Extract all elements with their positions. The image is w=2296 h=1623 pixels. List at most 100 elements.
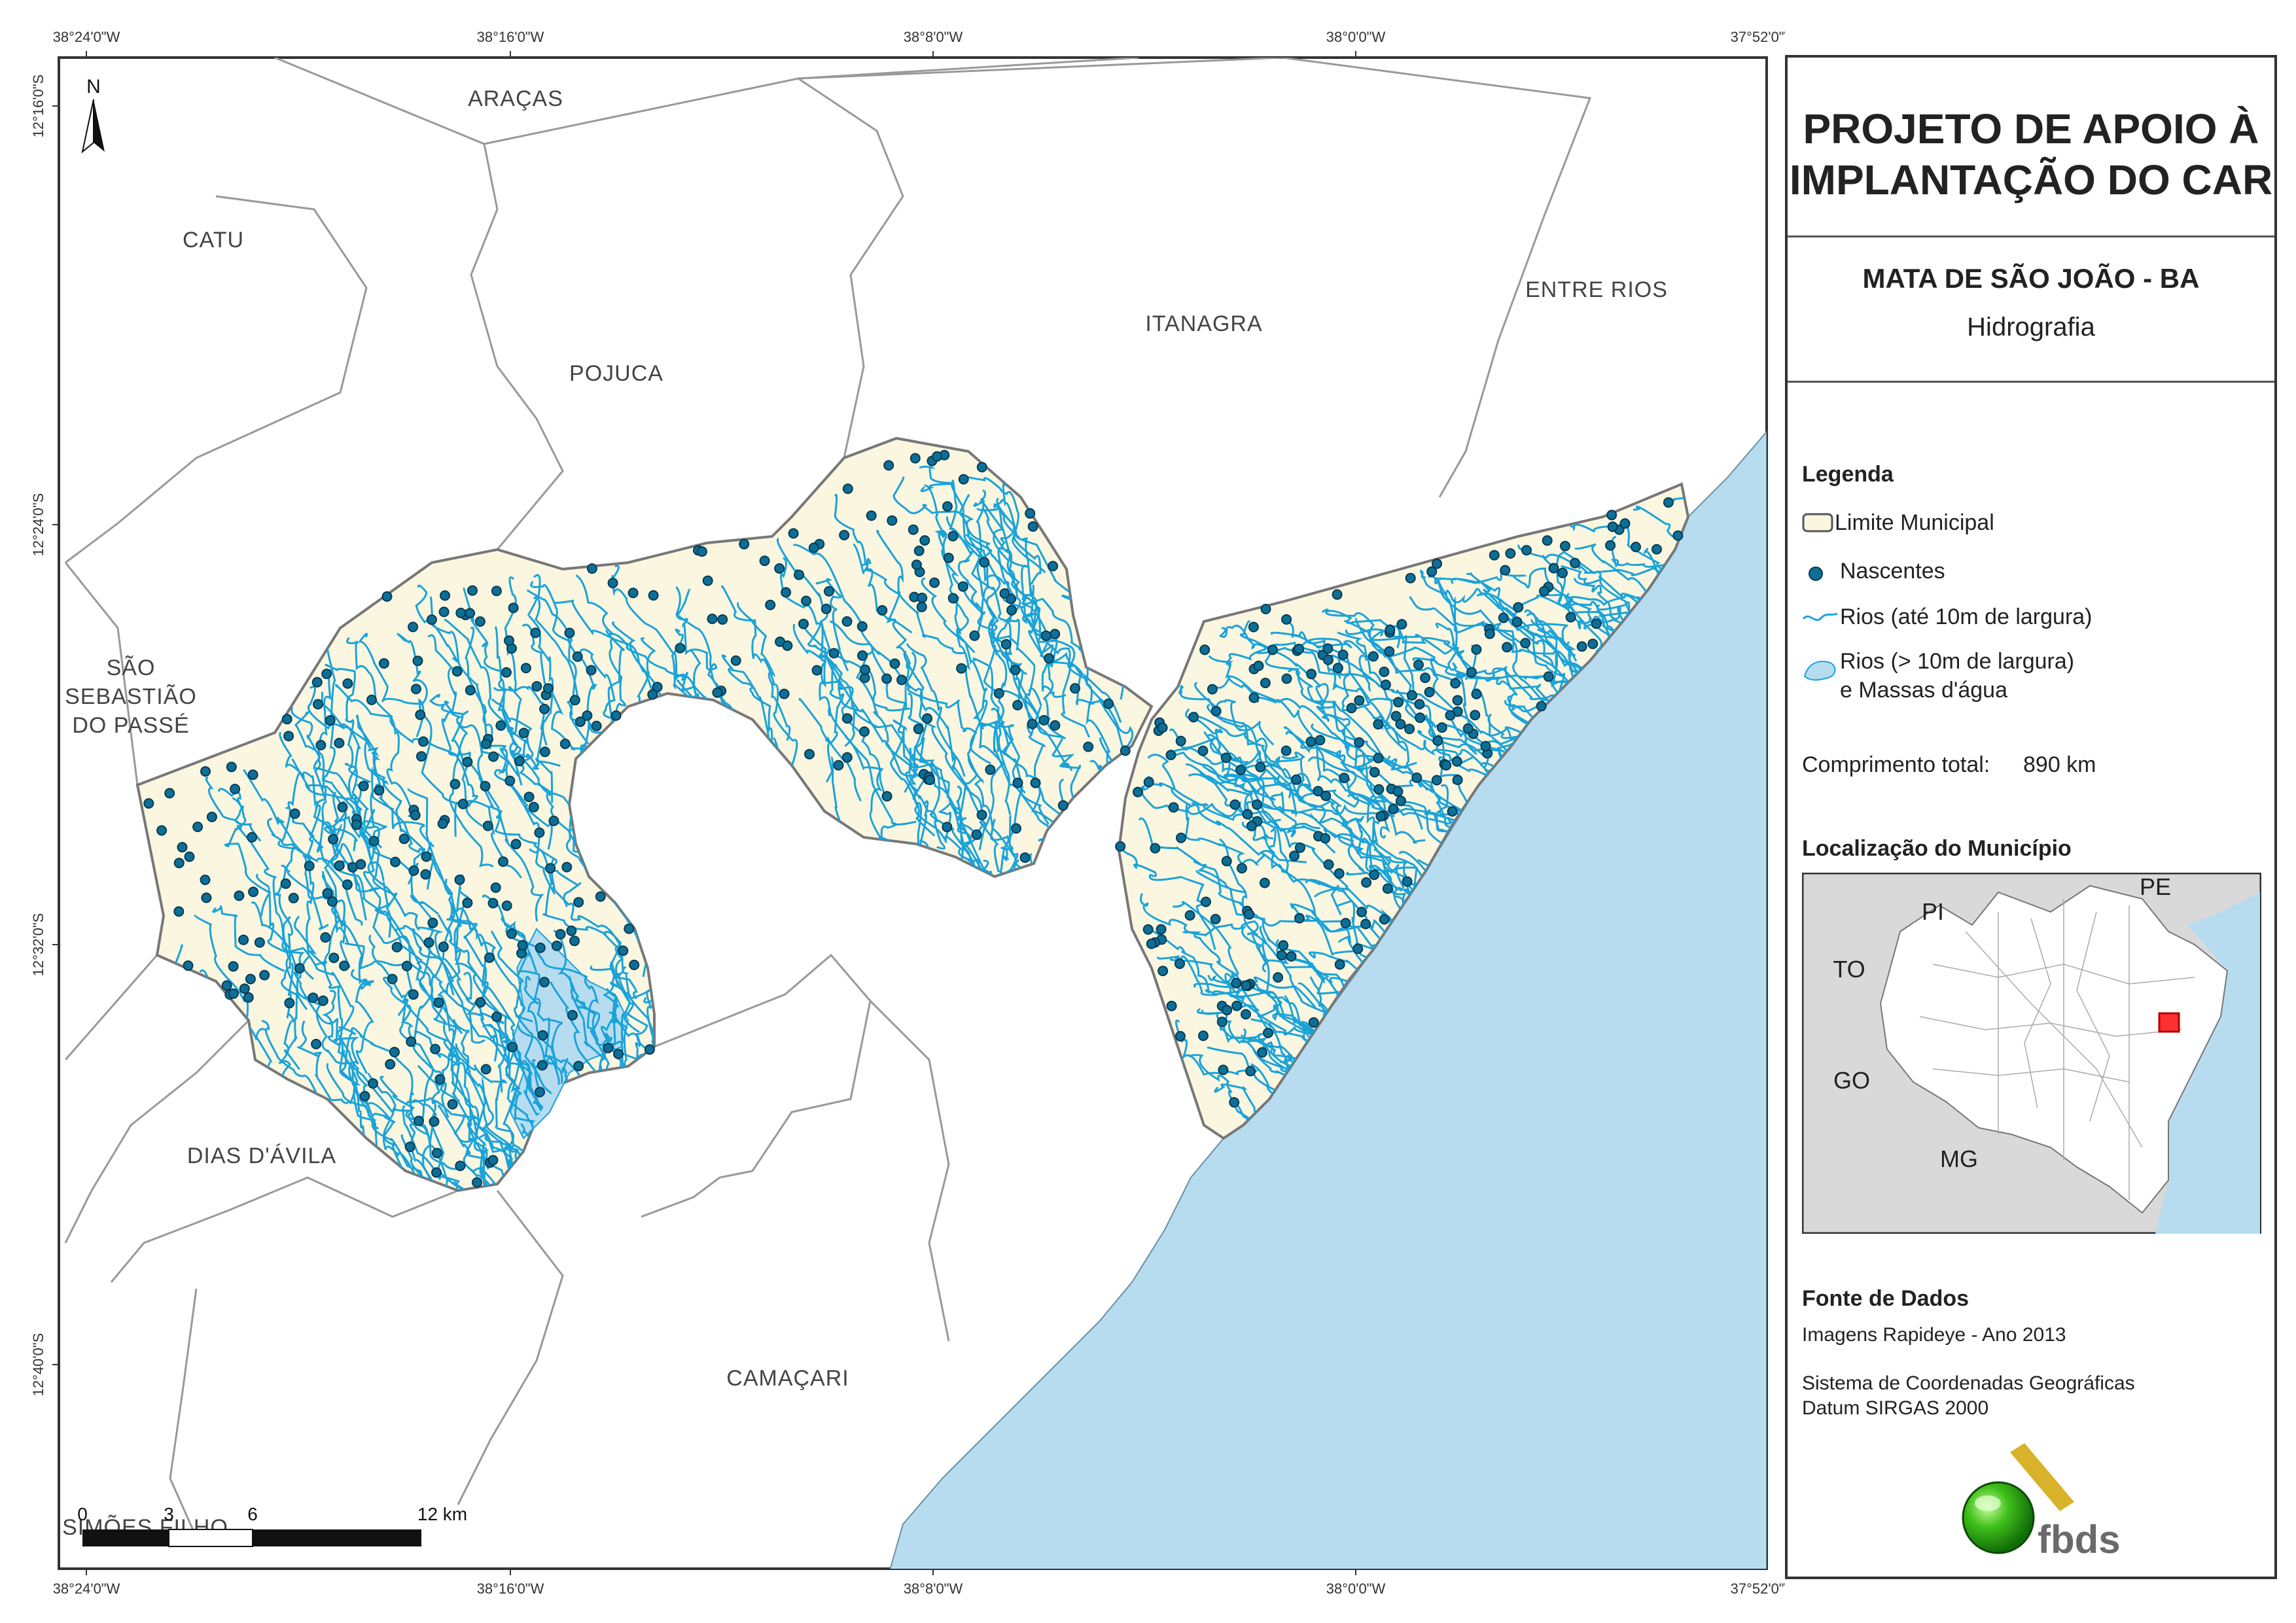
project-title: PROJETO DE APOIO À IMPLANTAÇÃO DO CAR: [1788, 103, 2274, 205]
spring-point: [956, 663, 967, 674]
river-segment: [346, 637, 483, 828]
location-inset-map: PI PE TO GO MG: [1802, 873, 2261, 1234]
spring-point: [1570, 557, 1580, 568]
spring-point: [337, 801, 348, 812]
river-segment: [278, 962, 296, 1079]
spring-point: [712, 687, 723, 698]
spring-point: [321, 669, 332, 680]
spring-point: [877, 605, 888, 616]
river-segment: [504, 576, 554, 803]
spring-point: [1216, 1017, 1227, 1028]
spring-point: [1424, 687, 1435, 697]
spring-point: [1294, 842, 1305, 853]
river-segment: [415, 584, 459, 663]
spring-point: [366, 694, 377, 705]
river-segment: [308, 669, 333, 849]
spring-point: [804, 748, 815, 759]
spring-point: [1432, 735, 1443, 746]
spring-point: [1184, 910, 1195, 921]
spring-point: [535, 942, 546, 953]
spring-point: [1539, 585, 1549, 597]
river-segment: [792, 623, 919, 794]
location-heading: Localização do Município: [1802, 836, 2072, 861]
river-segment: [604, 930, 631, 1095]
spring-point: [1392, 786, 1404, 797]
spring-point: [1263, 1028, 1273, 1038]
title-section: PROJETO DE APOIO À IMPLANTAÇÃO DO CAR: [1788, 58, 2274, 237]
spring-point: [1168, 802, 1179, 813]
river-segment: [1451, 578, 1559, 670]
spring-point: [1587, 638, 1598, 650]
spring-point: [398, 833, 410, 845]
spring-point: [1384, 646, 1395, 657]
spring-point: [334, 860, 345, 871]
spring-point: [455, 608, 467, 618]
river-segment: [440, 705, 557, 895]
spring-point: [1201, 896, 1211, 907]
spring-point: [289, 808, 300, 819]
river-segment: [407, 788, 516, 1069]
spring-point: [842, 483, 853, 495]
spring-point: [1498, 612, 1509, 623]
spring-point: [648, 590, 659, 601]
spring-point: [999, 588, 1010, 599]
location-marker: [2158, 1012, 2180, 1033]
label-sao-sebastiao-1: SÃO: [107, 655, 156, 680]
river-segment: [463, 587, 523, 786]
spring-point: [523, 792, 535, 803]
spring-point: [1432, 558, 1442, 569]
spring-point: [317, 995, 328, 1006]
spring-point: [1241, 1009, 1251, 1020]
spring-point: [1146, 938, 1157, 949]
spring-point: [430, 1043, 441, 1055]
river-segment: [908, 693, 947, 843]
spring-point: [480, 1064, 491, 1075]
spring-point: [1165, 750, 1176, 761]
spring-point: [510, 839, 521, 850]
spring-point: [1411, 772, 1422, 783]
spring-point: [1142, 924, 1154, 935]
river-segment: [963, 475, 1046, 574]
coord-top-5: 37°52'0"W: [1731, 29, 1785, 45]
spring-point: [917, 593, 928, 603]
spring-point: [1334, 959, 1345, 970]
river-segment: [892, 476, 1027, 676]
river-segment: [553, 930, 609, 1082]
river-segment: [400, 1134, 469, 1191]
spring-point: [1025, 508, 1036, 519]
spring-point: [206, 811, 217, 822]
length-label: Comprimento total:: [1802, 752, 1990, 777]
spring-point: [1305, 736, 1316, 747]
spring-point: [315, 740, 327, 750]
spring-point: [1242, 809, 1253, 820]
river-segment: [472, 1115, 594, 1191]
spring-point: [1480, 741, 1491, 752]
spring-point: [230, 784, 241, 795]
spring-point: [467, 585, 478, 596]
spring-point: [491, 585, 502, 597]
spring-point: [1323, 859, 1334, 870]
spring-point: [294, 963, 305, 974]
spring-point: [942, 822, 953, 833]
spring-point: [421, 851, 432, 862]
label-catu: CATU: [183, 228, 244, 253]
spring-point: [438, 941, 449, 952]
spring-point: [1278, 940, 1289, 951]
spring-point: [1057, 800, 1069, 811]
spring-point: [1375, 811, 1386, 822]
spring-point: [1396, 619, 1407, 630]
legend-section: Legenda Limite Municipal Nascentes Rios …: [1788, 381, 2274, 1582]
spring-point: [480, 780, 491, 792]
spring-point: [929, 577, 940, 588]
spring-point: [313, 699, 323, 710]
spring-point: [1176, 832, 1186, 843]
spring-point: [539, 746, 550, 758]
spring-point: [1322, 643, 1333, 654]
spring-point: [378, 658, 389, 669]
spring-point: [976, 462, 987, 473]
river-segment: [212, 905, 285, 972]
spring-point: [859, 726, 870, 737]
spring-point: [454, 874, 465, 885]
river-segment: [494, 748, 582, 907]
river-segment: [297, 1020, 351, 1104]
